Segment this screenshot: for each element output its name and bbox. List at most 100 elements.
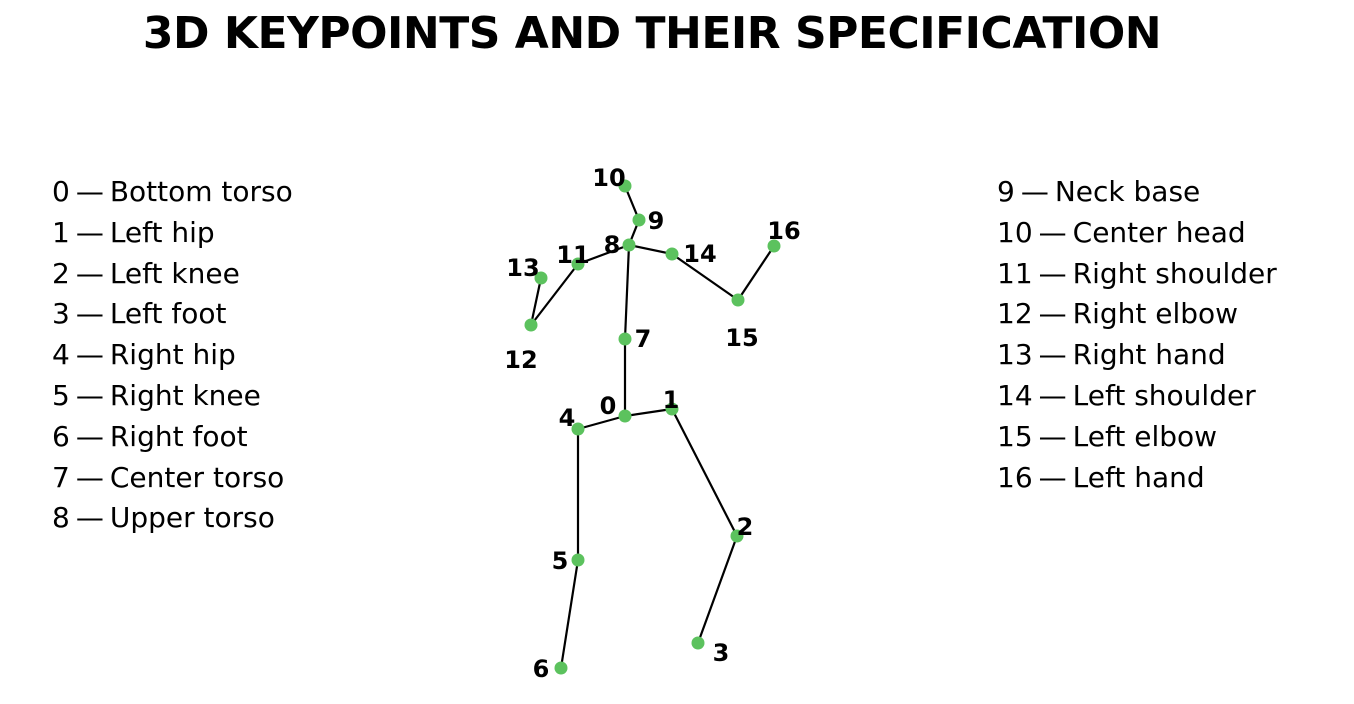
joint-label-9: 9 [648,207,665,235]
legend-id: 13 [997,338,1033,372]
legend-label: Left knee [109,256,240,290]
legend-label: Left hip [109,215,215,249]
page-title: 3D KEYPOINTS AND THEIR SPECIFICATION [142,8,1162,59]
bone-0-4 [576,414,627,431]
joint-label-10: 10 [592,164,625,192]
legend-item-4: 4— Right hip [52,335,293,376]
legend-item-10: 10— Center head [997,213,1277,254]
legend-id: 7 [52,460,70,494]
joint-15 [731,293,745,307]
legend-id: 11 [997,256,1033,290]
bone-0-1 [623,407,674,418]
joint-16 [767,239,781,253]
legend-id: 1 [52,215,70,249]
legend-item-2: 2— Left knee [52,254,293,295]
legend-id: 6 [52,419,70,453]
joint-label-11: 11 [556,241,589,269]
legend-item-3: 3— Left foot [52,294,293,335]
legend-separator: — [1038,460,1067,494]
legend-separator: — [1038,256,1067,290]
joint-label-2: 2 [737,513,754,541]
joint-5 [571,553,585,567]
bone-7-8 [623,243,631,341]
legend-separator: — [75,256,104,290]
joint-8 [622,238,636,252]
legend-separator: — [75,501,104,535]
legend-item-12: 12— Right elbow [997,294,1277,335]
joint-14 [665,247,679,261]
legend-item-11: 11— Right shoulder [997,254,1277,295]
legend-separator: — [75,297,104,331]
legend-separator: — [1020,175,1049,208]
legend-id: 0 [52,175,70,208]
legend-label: Right hip [109,338,236,372]
legend-id: 15 [997,419,1033,453]
bone-1-2 [670,407,739,538]
legend-item-6: 6— Right foot [52,417,293,458]
legend-item-1: 1— Left hip [52,213,293,254]
legend-separator: — [75,175,104,208]
legend-label: Neck base [1054,175,1201,208]
legend-item-7: 7— Center torso [52,458,293,499]
joint-7 [618,332,632,346]
legend-label: Right elbow [1072,297,1239,331]
legend-id: 10 [997,215,1033,249]
legend-label: Left foot [109,297,227,331]
legend-separator: — [1038,419,1067,453]
legend-label: Bottom torso [109,175,293,208]
bone-8-14 [627,243,674,256]
legend-separator: — [75,378,104,412]
joint-6 [554,661,568,675]
legend-item-0: 0— Bottom torso [52,172,293,213]
keypoint-legend-right: 9— Neck base 10— Center head 11— Right shou… [997,172,1277,498]
joint-label-15: 15 [725,324,758,352]
legend-id: 8 [52,501,70,535]
joint-0 [618,409,632,423]
legend-item-13: 13— Right hand [997,335,1277,376]
bone-15-16 [736,244,776,302]
legend-separator: — [75,338,104,372]
legend-id: 3 [52,297,70,331]
bone-12-13 [529,276,543,327]
bone-8-11 [576,243,631,266]
legend-item-8: 8— Upper torso [52,498,293,539]
legend-label: Left hand [1072,460,1205,494]
bone-2-3 [696,534,739,645]
joint-12 [524,318,538,332]
joint-label-16: 16 [767,217,800,245]
legend-separator: — [1038,215,1067,249]
legend-separator: — [75,419,104,453]
legend-label: Right knee [109,378,261,412]
joint-label-0: 0 [600,392,617,420]
bone-14-15 [670,252,740,302]
legend-label: Right foot [109,419,248,453]
legend-item-14: 14— Left shoulder [997,376,1277,417]
joint-label-12: 12 [504,346,537,374]
legend-item-16: 16— Left hand [997,458,1277,499]
joint-4 [571,422,585,436]
legend-label: Left elbow [1072,419,1218,453]
joint-3 [691,636,705,650]
legend-id: 12 [997,297,1033,331]
legend-id: 14 [997,378,1033,412]
legend-item-15: 15— Left elbow [997,417,1277,458]
joint-10 [618,179,632,193]
legend-id: 9 [997,175,1015,208]
joint-label-3: 3 [713,639,730,667]
bone-5-6 [559,558,580,670]
legend-label: Right hand [1072,338,1226,372]
legend-id: 5 [52,378,70,412]
legend-id: 16 [997,460,1033,494]
legend-separator: — [1038,338,1067,372]
joint-11 [571,257,585,271]
joint-1 [665,402,679,416]
joint-label-5: 5 [552,547,569,575]
legend-label: Center head [1072,215,1246,249]
legend-label: Upper torso [109,501,275,535]
legend-id: 2 [52,256,70,290]
legend-separator: — [75,460,104,494]
joint-label-14: 14 [683,240,716,268]
legend-item-9: 9— Neck base [997,172,1277,213]
